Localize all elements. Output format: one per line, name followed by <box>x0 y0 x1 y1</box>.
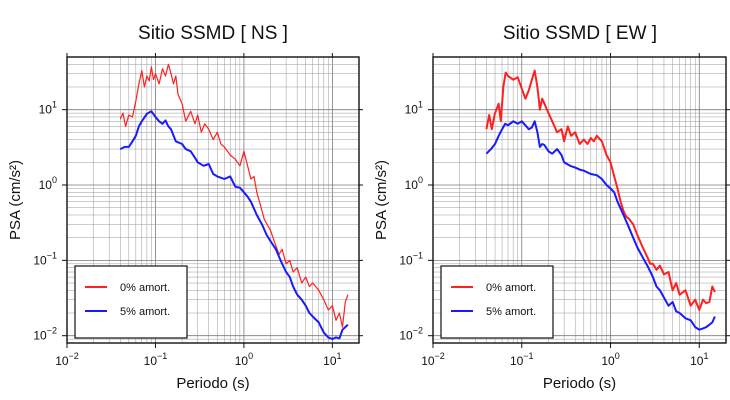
y-tick-label: 10−1 <box>33 250 57 267</box>
y-axis-label: PSA (cm/s²) <box>373 160 390 240</box>
y-tick-label: 10−2 <box>399 326 423 343</box>
legend-label: 5% amort. <box>486 306 536 318</box>
ticks <box>62 53 363 348</box>
x-tick-label: 10−2 <box>421 351 445 368</box>
chart-panel-2: Sitio SSMD [ EW ] 10−2 10−1 100 101 10−2 10−1 1… <box>373 23 730 392</box>
chart-title: Sitio SSMD [ EW ] <box>503 23 657 44</box>
x-tick-label: 101 <box>690 351 708 368</box>
chart-panel-1: Sitio SSMD [ NS ] 10−2 10−1 100 101 10−2 10−1 1… <box>7 23 363 392</box>
y-tick-label: 101 <box>405 100 423 117</box>
legend: 0% amort. 5% amort. <box>440 265 554 339</box>
series-line-undamped <box>119 63 349 328</box>
legend-label: 0% amort. <box>120 282 170 294</box>
x-axis-label: Periodo (s) <box>176 375 249 392</box>
y-tick-label: 10−1 <box>399 250 423 267</box>
y-tick-label: 10−2 <box>33 326 57 343</box>
ticks <box>428 53 730 348</box>
legend-label: 0% amort. <box>486 282 536 294</box>
legend-box <box>74 265 188 339</box>
legend: 0% amort. 5% amort. <box>74 265 188 339</box>
x-tick-label: 10−2 <box>55 351 79 368</box>
x-tick-label: 101 <box>323 351 341 368</box>
x-tick-label: 10−1 <box>144 351 168 368</box>
x-tick-label: 100 <box>601 351 619 368</box>
series-line-undamped <box>485 69 716 311</box>
y-axis-label: PSA (cm/s²) <box>7 160 24 240</box>
y-tick-label: 101 <box>39 100 57 117</box>
x-axis-label: Periodo (s) <box>543 375 616 392</box>
legend-label: 5% amort. <box>120 306 170 318</box>
series-line-damped <box>119 110 349 341</box>
x-tick-label: 10−1 <box>510 351 534 368</box>
y-tick-label: 100 <box>405 175 423 192</box>
chart-title: Sitio SSMD [ NS ] <box>138 23 288 44</box>
plot-frame <box>432 56 727 344</box>
legend-box <box>440 265 554 339</box>
series-line-damped <box>485 120 716 331</box>
x-tick-label: 100 <box>235 351 253 368</box>
y-tick-label: 100 <box>39 175 57 192</box>
grid <box>66 56 360 344</box>
plot-frame <box>66 56 360 344</box>
